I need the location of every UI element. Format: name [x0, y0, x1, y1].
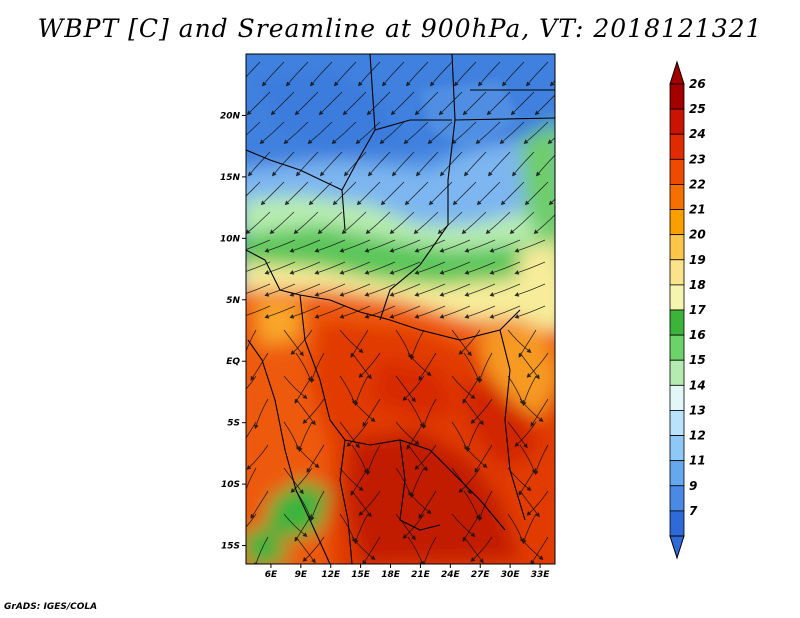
colorbar-swatch — [669, 359, 685, 386]
colorbar-label: 21 — [689, 203, 706, 217]
map-panel — [246, 54, 555, 564]
colorbar-label: 9 — [689, 479, 697, 493]
colorbar-label: 22 — [689, 177, 706, 191]
colorbar-label: 26 — [689, 77, 706, 91]
lon-tick-label: 21E — [411, 570, 431, 580]
lat-tick-label: 5N — [226, 296, 240, 306]
colorbar-swatch — [669, 334, 685, 361]
colorbar-swatch — [669, 234, 685, 261]
colorbar-swatch — [669, 259, 685, 286]
lon-tick-label: 18E — [381, 570, 401, 580]
colorbar-swatch — [669, 435, 685, 462]
map-frame — [245, 53, 556, 565]
lon-tick-label: 27E — [471, 570, 491, 580]
lat-tick-label: EQ — [226, 357, 240, 367]
colorbar-swatch — [669, 108, 685, 135]
colorbar-swatch — [669, 309, 685, 336]
lat-tick-label: 10S — [221, 480, 240, 490]
colorbar-swatch — [669, 510, 685, 537]
colorbar-label: 19 — [689, 253, 706, 267]
colorbar-label: 13 — [689, 403, 706, 417]
longitude-axis: 6E 9E 12E 15E 18E 21E 24E 27E 30E 33E — [265, 564, 551, 580]
map-title: WBPT [C] and Sreamline at 900hPa, VT: 20… — [37, 14, 763, 43]
colorbar-swatch — [669, 485, 685, 512]
colorbar-label: 15 — [689, 353, 706, 367]
colorbar-label: 11 — [689, 454, 706, 468]
colorbar-bottom-arrow — [669, 535, 685, 560]
lat-tick-label: 15S — [221, 542, 240, 552]
lon-tick-label: 12E — [321, 570, 341, 580]
colorbar-label: 18 — [689, 278, 706, 292]
lon-tick-label: 6E — [265, 570, 278, 580]
country-borders — [246, 54, 555, 564]
lon-tick-label: 33E — [531, 570, 551, 580]
colorbar-label: 20 — [689, 228, 706, 242]
colorbar-label: 24 — [689, 127, 706, 141]
colorbar-swatch — [669, 284, 685, 311]
colorbar-swatch — [669, 460, 685, 487]
lon-tick-label: 30E — [501, 570, 521, 580]
lon-tick-label: 15E — [351, 570, 371, 580]
colorbar-swatch — [669, 133, 685, 160]
colorbar: 26 25 24 23 22 21 20 19 18 17 16 15 14 13 12 11 9 7 — [669, 60, 706, 560]
colorbar-top-arrow — [669, 60, 685, 85]
colorbar-label: 12 — [689, 429, 706, 443]
colorbar-swatch — [669, 384, 685, 411]
colorbar-swatch — [669, 158, 685, 185]
grads-credit: GrADS: IGES/COLA — [4, 602, 98, 612]
colorbar-swatch — [669, 209, 685, 236]
lat-tick-label: 15N — [220, 173, 241, 183]
lat-tick-label: 20N — [220, 111, 241, 121]
colorbar-label: 7 — [689, 504, 698, 518]
lat-tick-label: 5S — [227, 419, 240, 429]
colorbar-swatch — [669, 410, 685, 436]
colorbar-label: 25 — [689, 102, 706, 116]
colorbar-label: 17 — [689, 303, 706, 317]
latitude-axis: 20N 15N 10N 5N EQ 5S 10S 15S — [220, 111, 246, 552]
colorbar-label: 23 — [689, 152, 706, 166]
lon-tick-label: 24E — [441, 570, 461, 580]
lon-tick-label: 9E — [295, 570, 308, 580]
lat-tick-label: 10N — [220, 234, 241, 244]
colorbar-label: 16 — [689, 328, 706, 342]
colorbar-swatch — [669, 184, 685, 210]
colorbar-label: 14 — [689, 378, 706, 392]
colorbar-swatch — [669, 83, 685, 110]
